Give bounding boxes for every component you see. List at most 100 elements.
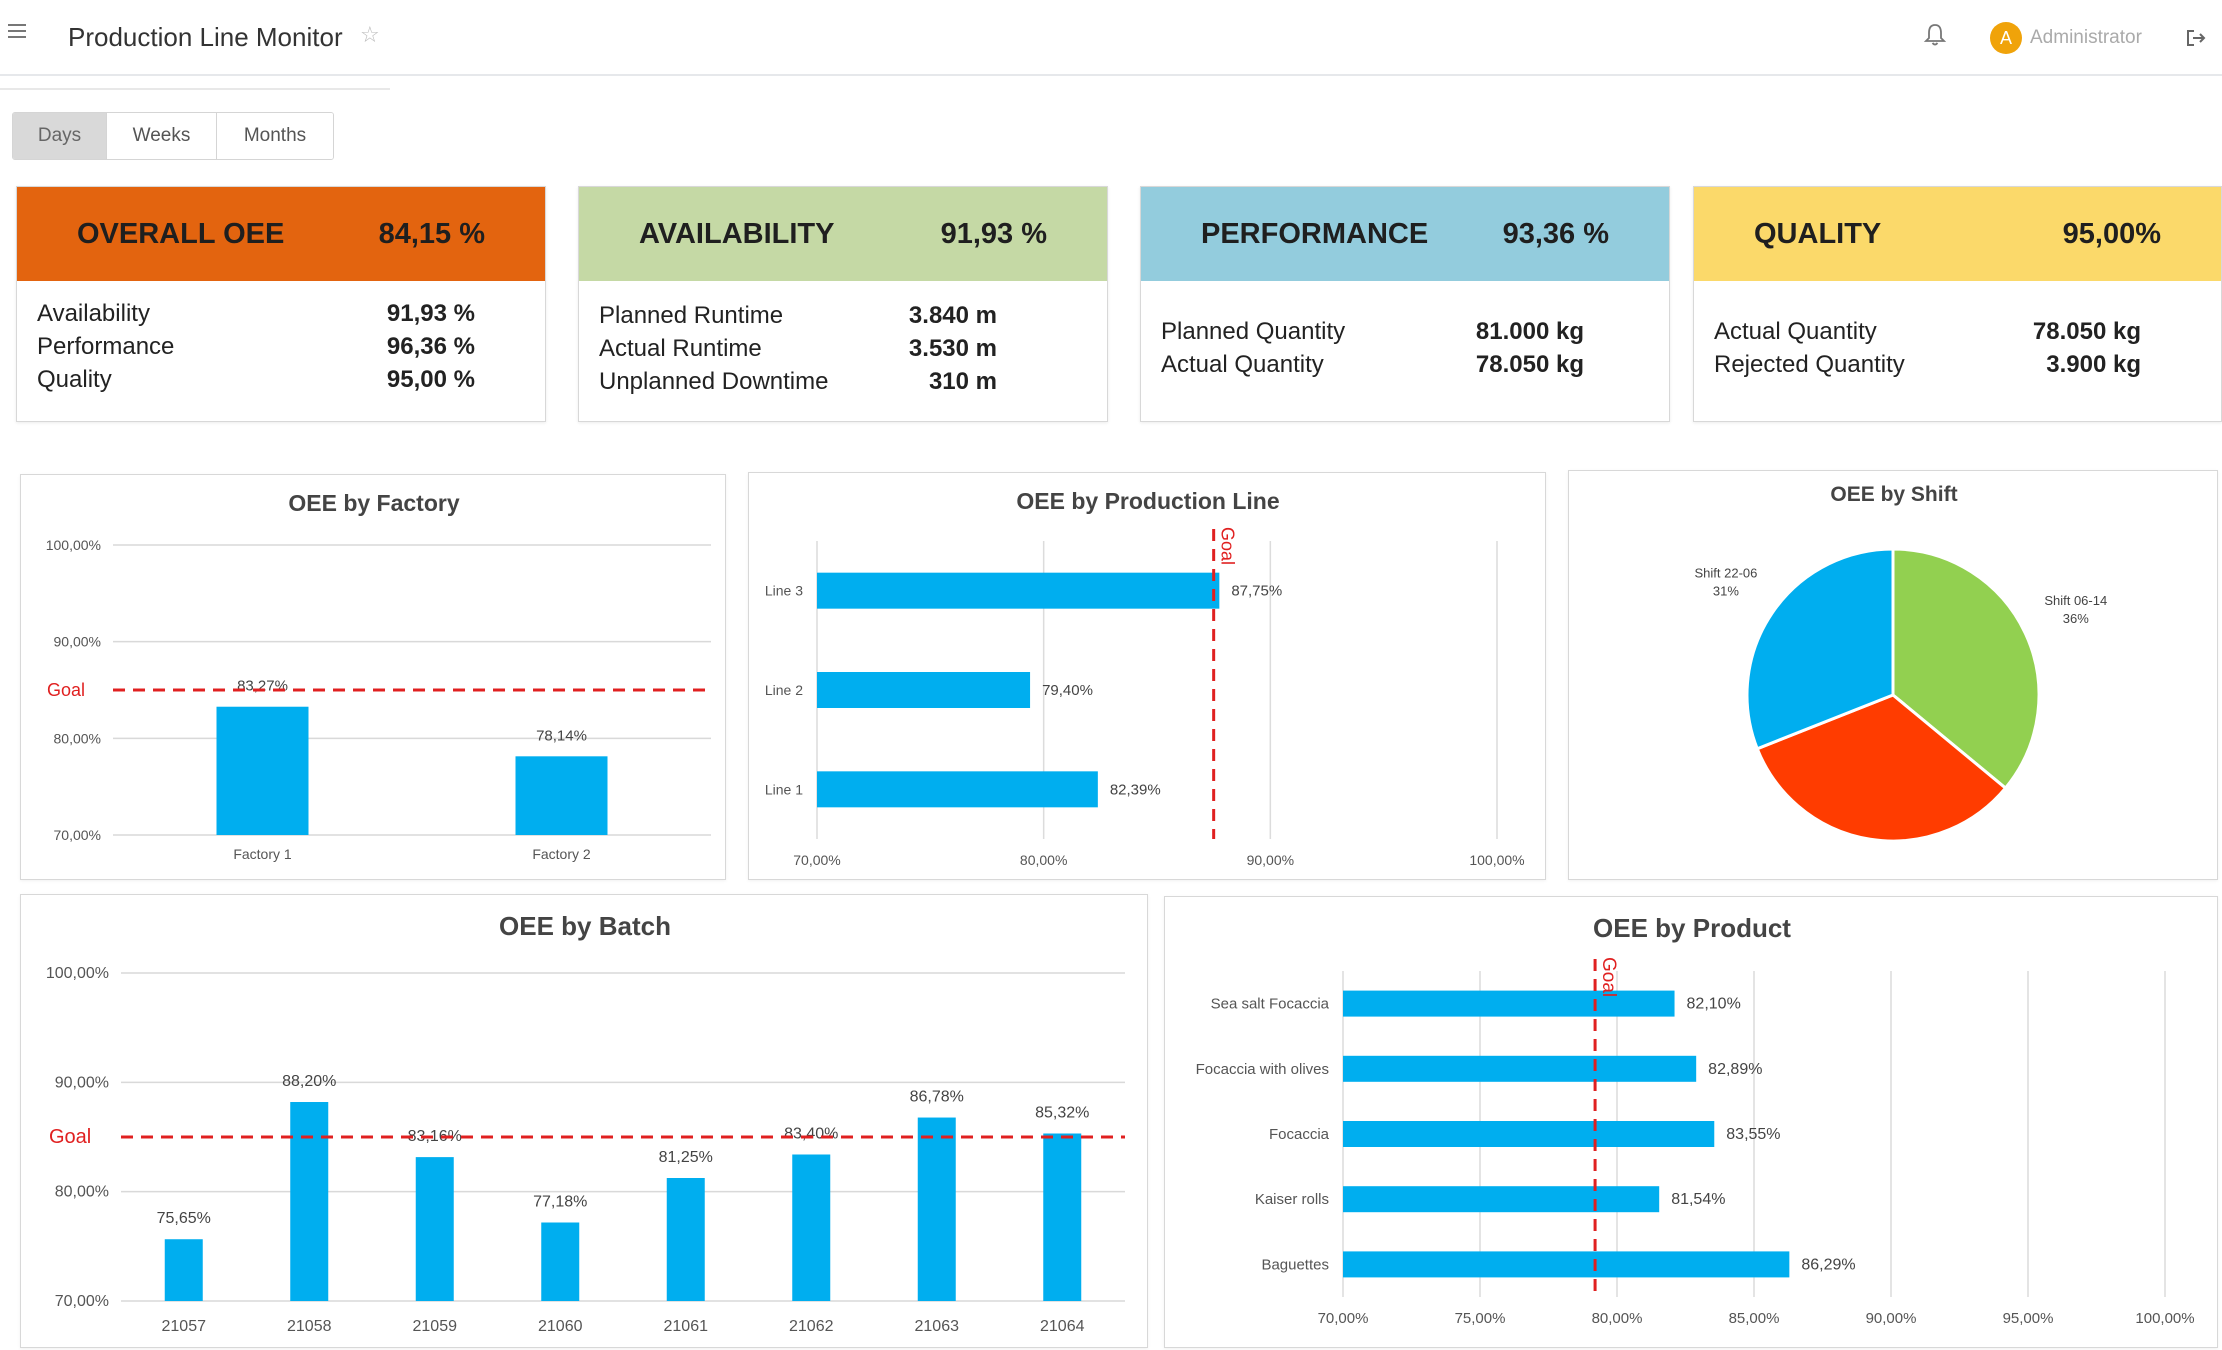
y-tick-label: 90,00% [54, 634, 101, 650]
header-divider [0, 88, 390, 90]
data-label: 75,65% [157, 1210, 211, 1227]
bar [1343, 1121, 1715, 1147]
kpi-row: Planned Quantity 81.000 kg [1161, 318, 1584, 345]
kpi-row: Actual Quantity 78.050 kg [1161, 351, 1584, 378]
slice-name-label: Shift 14-22 [1830, 879, 1893, 881]
slice-percent-label: 31% [1713, 583, 1739, 598]
kpi-value: 93,36 % [1502, 217, 1609, 250]
bar [515, 756, 608, 835]
category-label: Kaiser rolls [1255, 1191, 1329, 1208]
kpi-row: Unplanned Downtime 310 m [599, 368, 997, 395]
category-label: 21059 [413, 1318, 458, 1335]
tab-months[interactable]: Months [217, 113, 333, 159]
category-label: Factory 2 [532, 846, 591, 862]
kpi-title: AVAILABILITY [639, 217, 835, 250]
x-tick-label: 70,00% [1318, 1310, 1369, 1327]
y-tick-label: 80,00% [54, 730, 101, 746]
data-label: 83,40% [784, 1125, 838, 1142]
data-label: 86,29% [1801, 1256, 1855, 1273]
pie-slice [1745, 547, 1895, 751]
category-label: 21061 [664, 1318, 709, 1335]
goal-label: Goal [49, 1126, 91, 1148]
user-menu[interactable]: A Administrator [1990, 20, 2142, 56]
kpi-row: Planned Runtime 3.840 m [599, 302, 997, 329]
oee-by-batch-chart: OEE by Batch 70,00% 80,00% 90,00% 100,00% 75,… [46, 911, 1125, 1335]
category-label: Line 1 [765, 781, 803, 797]
category-label: Line 2 [765, 682, 803, 698]
bar [415, 1157, 454, 1301]
category-label: Focaccia with olives [1196, 1061, 1329, 1078]
data-label: 83,16% [408, 1128, 462, 1145]
kpi-row: Rejected Quantity 3.900 kg [1714, 351, 2141, 378]
kpi-row: Performance 96,36 % [37, 333, 475, 360]
bar [290, 1102, 329, 1301]
data-label: 86,78% [910, 1089, 964, 1106]
category-label: Sea salt Focaccia [1211, 996, 1330, 1013]
data-label: 82,89% [1708, 1061, 1762, 1078]
category-label: 21058 [287, 1318, 332, 1335]
chart-title: OEE by Product [1593, 913, 1791, 943]
bar [917, 1117, 956, 1301]
data-label: 82,10% [1687, 996, 1741, 1013]
goal-label: Goal [1218, 527, 1238, 565]
bell-icon[interactable] [1923, 22, 1947, 48]
data-label: 88,20% [282, 1073, 336, 1090]
bar [216, 706, 309, 835]
kpi-title: PERFORMANCE [1201, 217, 1429, 250]
x-tick-label: 80,00% [1592, 1310, 1643, 1327]
category-label: Baguettes [1261, 1256, 1329, 1273]
kpi-card-availability: AVAILABILITY 91,93 % Planned Runtime 3.84… [578, 186, 1108, 422]
chart-title: OEE by Factory [288, 490, 459, 516]
chart-title: OEE by Shift [1830, 483, 1957, 506]
x-tick-label: 85,00% [1729, 1310, 1780, 1327]
y-tick-label: 90,00% [55, 1074, 109, 1091]
kpi-row: Availability 91,93 % [37, 300, 475, 327]
category-label: Line 3 [765, 583, 803, 599]
x-tick-label: 80,00% [1020, 852, 1067, 868]
kpi-card-overall-oee: OVERALL OEE 84,15 % Availability 91,93 % … [16, 186, 546, 422]
y-tick-label: 100,00% [46, 537, 101, 553]
bar [541, 1222, 580, 1301]
kpi-header: QUALITY 95,00% [1694, 187, 2221, 281]
data-label: 77,18% [533, 1193, 587, 1210]
category-label: 21057 [162, 1318, 207, 1335]
bar [1343, 1251, 1790, 1278]
y-tick-label: 100,00% [46, 965, 109, 982]
kpi-value: 91,93 % [940, 217, 1047, 250]
x-tick-label: 100,00% [1469, 852, 1524, 868]
star-icon[interactable]: ☆ [360, 22, 380, 47]
chart-title: OEE by Production Line [1016, 488, 1279, 514]
y-tick-label: 70,00% [55, 1293, 109, 1310]
period-tabs: Days Weeks Months [12, 112, 334, 160]
pie-slice [1891, 547, 2041, 791]
y-tick-label: 80,00% [55, 1184, 109, 1201]
chart-oee-by-product: OEE by Product 70,00% 75,00% 80,00% 85,00% 90… [1164, 896, 2218, 1348]
y-tick-label: 70,00% [54, 827, 101, 843]
logout-icon[interactable] [2185, 28, 2207, 48]
oee-by-product-chart: OEE by Product 70,00% 75,00% 80,00% 85,00% 90… [1196, 913, 2195, 1327]
data-label: 79,40% [1042, 682, 1093, 699]
slice-name-label: Shift 06-14 [2044, 593, 2107, 608]
kpi-header: AVAILABILITY 91,93 % [579, 187, 1107, 281]
oee-by-factory-chart: OEE by Factory 70,00% 80,00% 90,00% 100,00% 8… [46, 490, 711, 862]
category-label: Factory 1 [233, 846, 292, 862]
kpi-card-performance: PERFORMANCE 93,36 % Planned Quantity 81.0… [1140, 186, 1670, 422]
bar [666, 1178, 705, 1301]
pie-slice [1755, 693, 2008, 843]
bar [817, 672, 1031, 708]
hamburger-icon[interactable] [8, 24, 26, 38]
tab-days[interactable]: Days [13, 113, 107, 159]
goal-label: Goal [47, 680, 85, 700]
kpi-row: Quality 95,00 % [37, 366, 475, 393]
x-tick-label: 70,00% [793, 852, 840, 868]
data-label: 81,25% [659, 1149, 713, 1166]
chart-oee-by-factory: OEE by Factory 70,00% 80,00% 90,00% 100,00% 8… [20, 474, 726, 880]
tab-weeks[interactable]: Weeks [107, 113, 217, 159]
kpi-title: QUALITY [1754, 217, 1882, 250]
slice-name-label: Shift 22-06 [1694, 565, 1757, 580]
category-label: Focaccia [1269, 1126, 1330, 1143]
data-label: 83,55% [1726, 1126, 1780, 1143]
category-label: 21060 [538, 1318, 583, 1335]
chart-oee-by-production-line: OEE by Production Line 70,00% 80,00% 90,00%… [748, 472, 1546, 880]
